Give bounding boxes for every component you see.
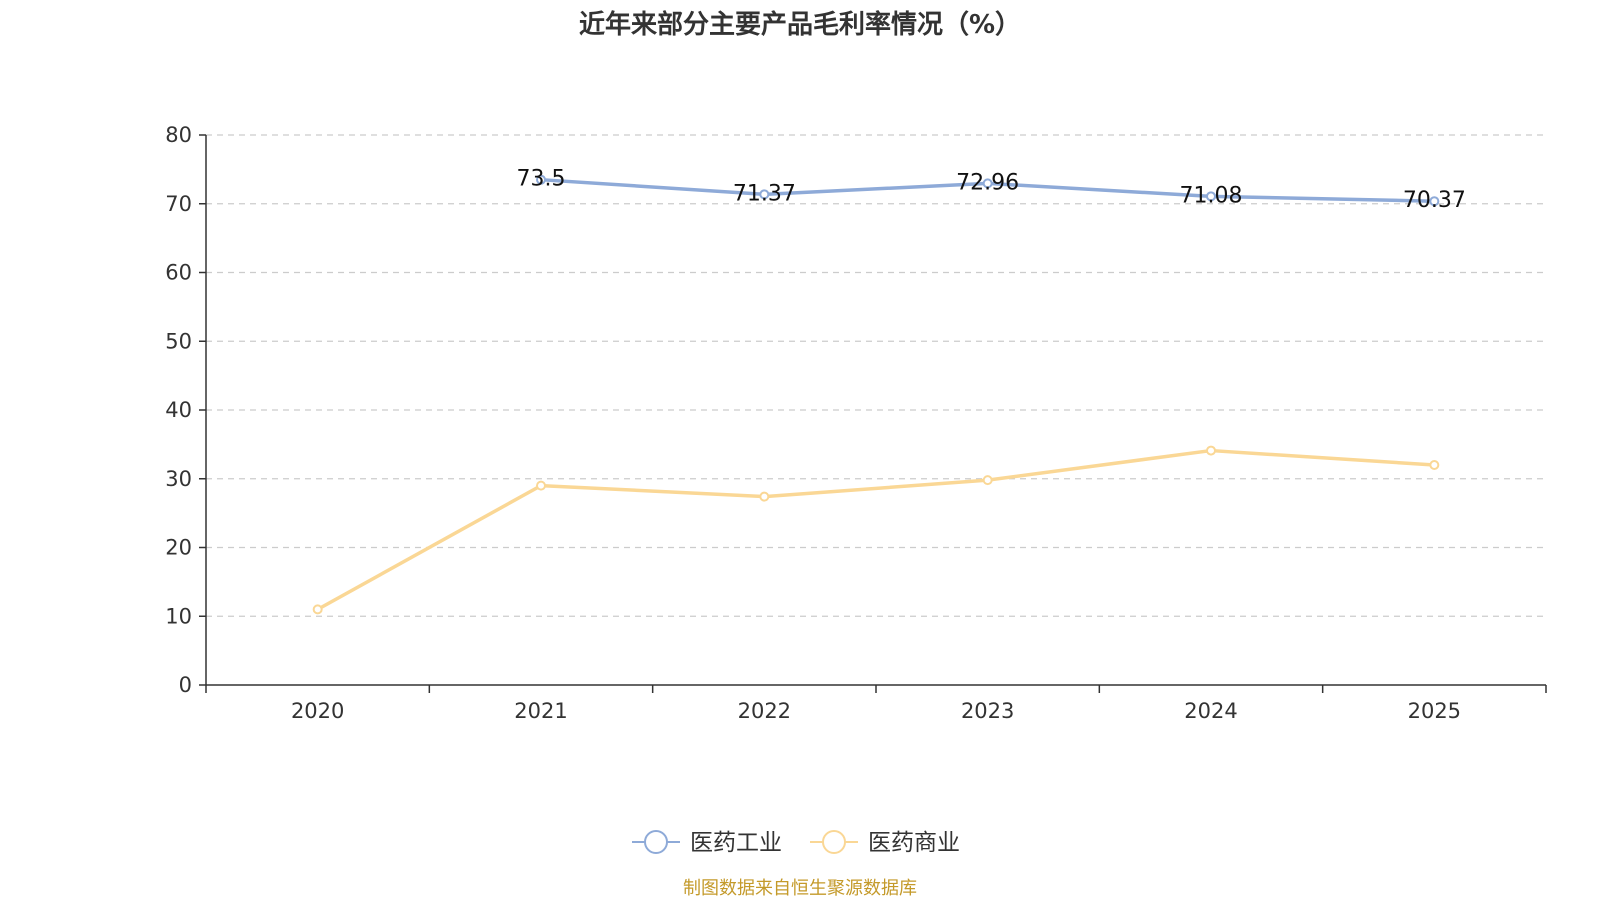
data-point [1429,460,1440,470]
y-tick-label: 60 [165,261,192,285]
legend: 医药工业 医药商业 [632,830,960,856]
x-tick-label: 2024 [1184,699,1237,723]
y-tick-label: 70 [165,192,192,216]
source-note: 制图数据来自恒生聚源数据库 [683,878,917,899]
data-point [982,475,993,486]
series-line-1 [316,448,1435,611]
x-tick-label: 2022 [738,699,791,723]
data-point [759,189,770,200]
data-point [536,174,546,185]
data-point [1206,191,1216,202]
data-labels: 73.5 71.37 72.96 71.08 70.37 [517,167,1466,214]
data-point [759,491,770,502]
data-label: 71.37 [733,181,796,206]
y-tick-label: 40 [165,398,192,422]
data-label: 71.08 [1180,183,1243,208]
data-point [982,178,993,189]
data-label: 70.37 [1403,188,1466,213]
y-tick-label: 0 [179,673,192,697]
y-tick-label: 80 [165,123,192,147]
y-tick-label: 20 [165,536,192,560]
legend-label: 医药商业 [868,830,960,856]
data-point [312,604,323,615]
x-tick-label: 2025 [1408,699,1461,723]
x-tick-label: 2023 [961,699,1014,723]
data-label: 72.96 [956,170,1019,195]
data-label: 73.5 [517,167,566,192]
x-tick-label: 2020 [291,699,344,723]
y-tick-label: 10 [165,604,192,628]
gridlines [206,134,1546,617]
series-group [312,174,1440,615]
axes: 0 10 20 30 40 50 60 70 80 2020 2021 2022 2023 2024 202… [165,123,1547,723]
data-point [536,480,546,491]
data-point [1206,445,1216,456]
x-tick-label: 2021 [514,699,567,723]
legend-marker [644,830,668,854]
y-tick-label: 50 [165,329,192,353]
y-tick-label: 30 [165,467,192,491]
chart-title: 近年来部分主要产品毛利率情况（%） [578,10,1022,40]
legend-label: 医药工业 [690,830,782,856]
data-point [1429,196,1440,207]
legend-marker [822,830,846,854]
